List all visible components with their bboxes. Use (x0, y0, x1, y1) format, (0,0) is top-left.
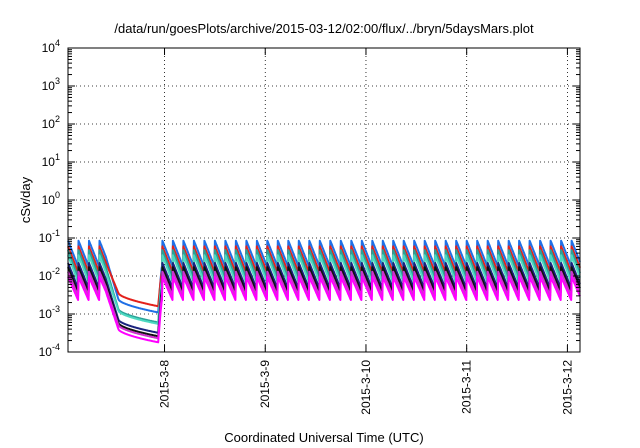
series-group (67, 239, 581, 344)
series-line (67, 270, 581, 340)
series-line (67, 249, 581, 324)
x-tick-label: 2015-3-8 (158, 360, 172, 408)
y-tick-label: 10-2 (39, 266, 60, 283)
series-line (67, 245, 581, 308)
chart-title: /data/run/goesPlots/archive/2015-03-12/0… (114, 21, 534, 36)
series-line (67, 266, 581, 338)
y-tick-label: 10-1 (39, 228, 60, 245)
series-line (67, 239, 581, 314)
y-tick-label: 10-4 (39, 342, 60, 359)
series-line (67, 275, 581, 344)
x-tick-label: 2015-3-9 (258, 360, 272, 408)
y-tick-label: 10-3 (39, 304, 60, 321)
grid-lines (68, 48, 580, 352)
y-tick-label: 104 (42, 38, 60, 55)
y-tick-label: 103 (42, 76, 60, 93)
y-tick-label: 102 (42, 114, 60, 131)
series-line (67, 254, 581, 325)
x-tick-label: 2015-3-10 (359, 360, 373, 415)
y-axis-ticks: 10-4 10-3 10-2 10-1 100 101 102 103 104 (39, 38, 580, 359)
x-tick-label: 2015-3-12 (560, 360, 574, 415)
series-line (67, 262, 581, 334)
y-axis-label: cSv/day (18, 176, 33, 223)
y-tick-label: 101 (42, 152, 60, 169)
x-axis-ticks: 2015-3-8 2015-3-9 2015-3-10 2015-3-11 2015-3… (158, 48, 574, 415)
x-tick-label: 2015-3-11 (460, 360, 474, 414)
y-tick-label: 100 (42, 190, 60, 207)
x-axis-label: Coordinated Universal Time (UTC) (224, 430, 423, 445)
